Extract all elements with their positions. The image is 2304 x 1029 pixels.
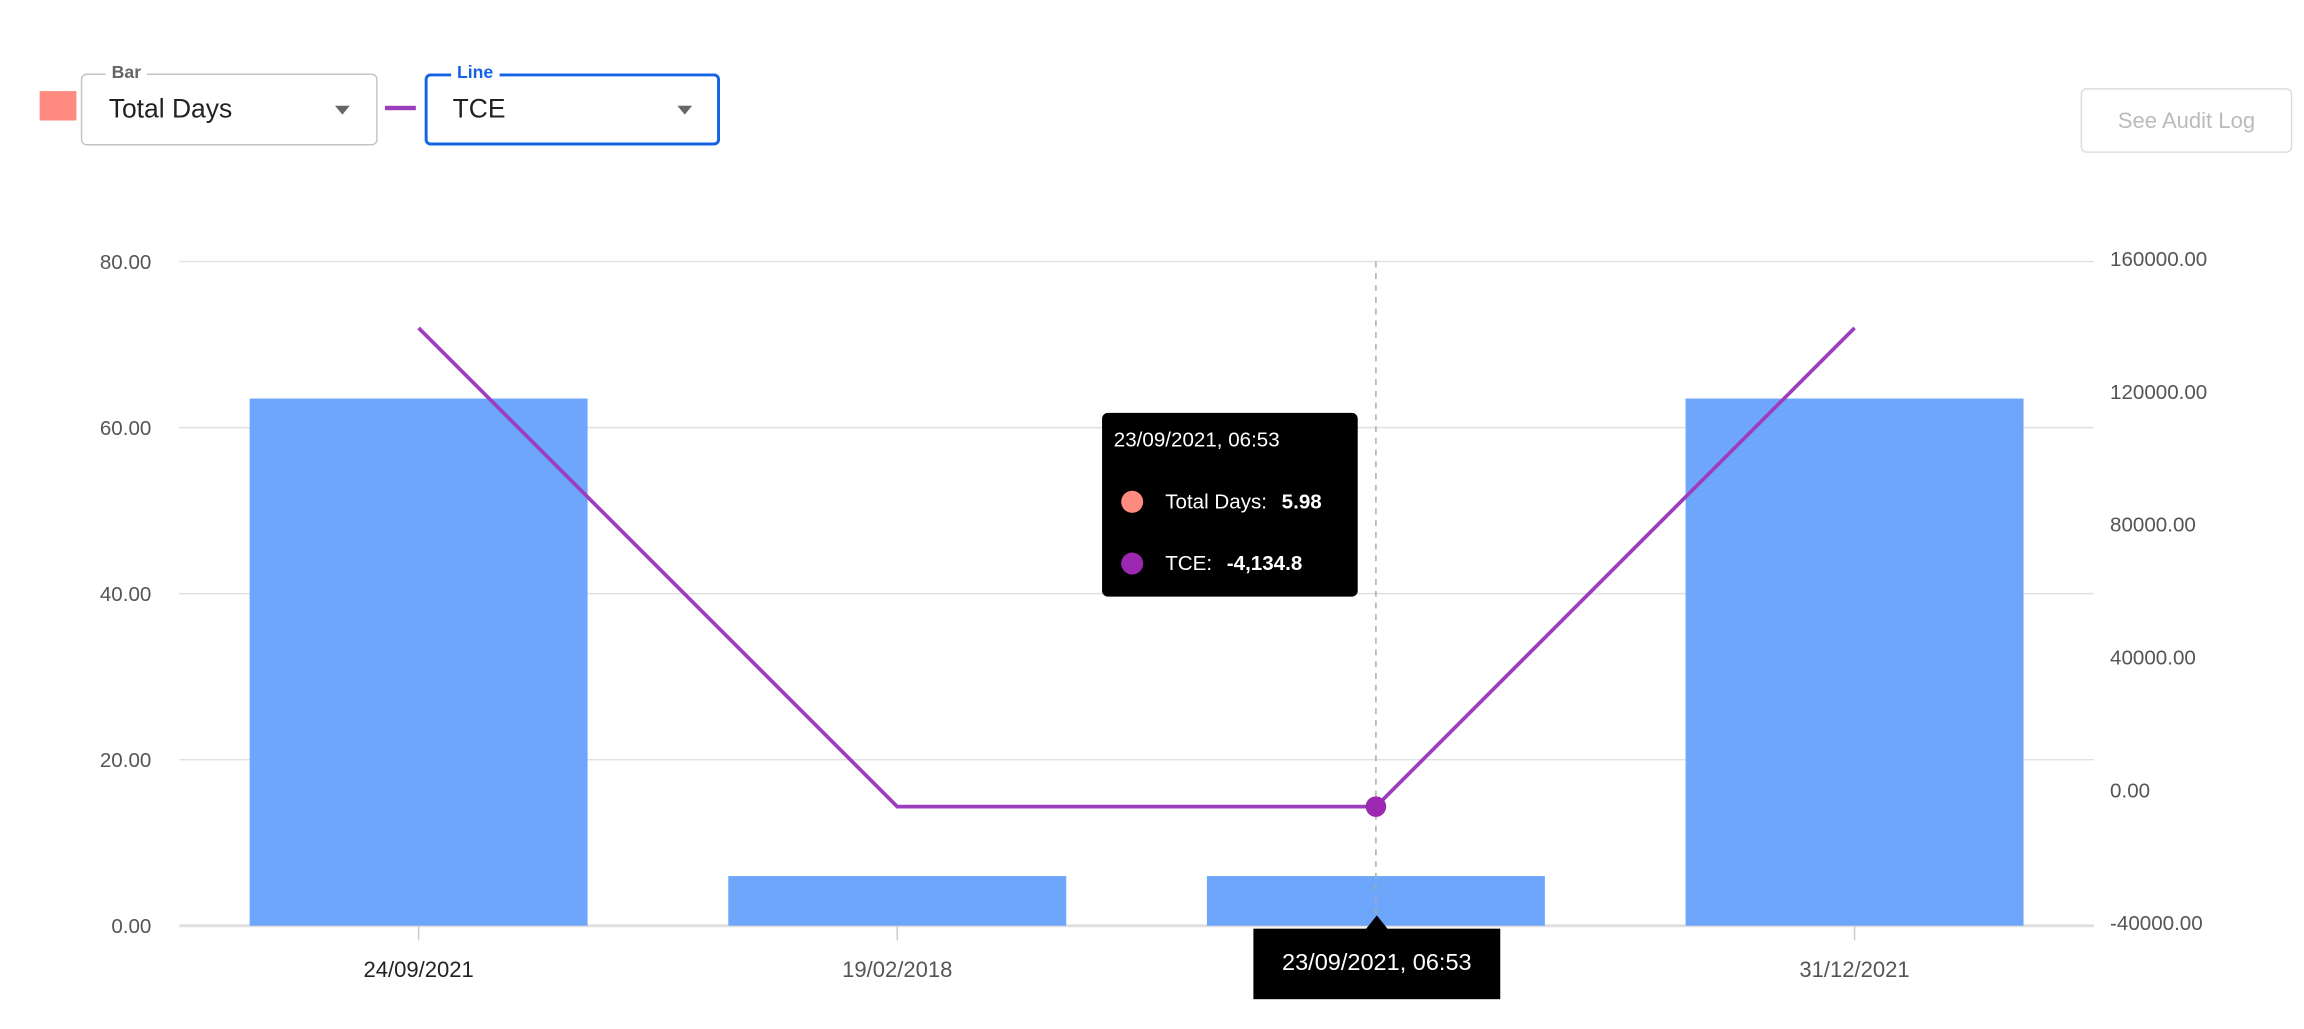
y-left-tick-label: 20.00 xyxy=(100,749,151,772)
y-right-tick-label: 0.00 xyxy=(2110,779,2150,802)
y-left-tick-label: 40.00 xyxy=(100,583,151,606)
y-left-tick-label: 60.00 xyxy=(100,417,151,440)
see-audit-log-button: See Audit Log xyxy=(2080,88,2293,153)
y-left-tick-label: 80.00 xyxy=(100,251,151,274)
bar-select-value: Total Days xyxy=(108,94,233,124)
bar-select-label: Bar xyxy=(105,61,147,83)
tooltip-row-total-days: Total Days: 5.98 xyxy=(1121,489,1322,513)
tooltip-value: -4,134.8 xyxy=(1226,551,1303,575)
series-dot-icon xyxy=(1121,551,1144,574)
bar-series-swatch xyxy=(39,91,77,121)
line-select-label: Line xyxy=(451,61,500,83)
chart-tooltip: 23/09/2021, 06:53 Total Days: 5.98 TCE: … xyxy=(1102,412,1358,597)
bar xyxy=(249,398,588,926)
x-tick-label: 19/02/2018 xyxy=(842,957,952,982)
x-tick-label: 24/09/2021 xyxy=(363,957,473,982)
y-right-tick-label: 80000.00 xyxy=(2110,514,2196,537)
chevron-down-icon xyxy=(335,105,350,115)
x-axis-highlight-label: 23/09/2021, 06:53 xyxy=(1253,915,1501,1000)
y-right-tick-label: 160000.00 xyxy=(2110,248,2207,271)
bar-series-select[interactable]: Bar Total Days xyxy=(80,61,378,146)
chevron-down-icon xyxy=(677,105,693,115)
tooltip-label: Total Days: xyxy=(1165,489,1267,513)
tooltip-value: 5.98 xyxy=(1281,489,1322,513)
bar xyxy=(1685,398,2024,926)
y-left-tick-label: 0.00 xyxy=(111,915,151,938)
y-right-tick-label: 120000.00 xyxy=(2110,381,2207,404)
tce-point-highlight xyxy=(1365,796,1387,817)
tooltip-title: 23/09/2021, 06:53 xyxy=(1113,427,1280,452)
tooltip-row-tce: TCE: -4,134.8 xyxy=(1121,551,1302,575)
y-right-tick-label: 40000.00 xyxy=(2110,646,2196,669)
y-right-tick-label: -40000.00 xyxy=(2110,912,2203,935)
bar xyxy=(728,876,1067,926)
line-series-select[interactable]: Line TCE xyxy=(424,61,721,146)
tce-line xyxy=(417,326,1856,809)
tooltip-label: TCE: xyxy=(1165,551,1213,575)
line-series-swatch xyxy=(384,105,416,111)
x-tick-label: 31/12/2021 xyxy=(1799,957,1909,982)
series-dot-icon xyxy=(1121,490,1144,513)
line-select-value: TCE xyxy=(452,94,506,124)
